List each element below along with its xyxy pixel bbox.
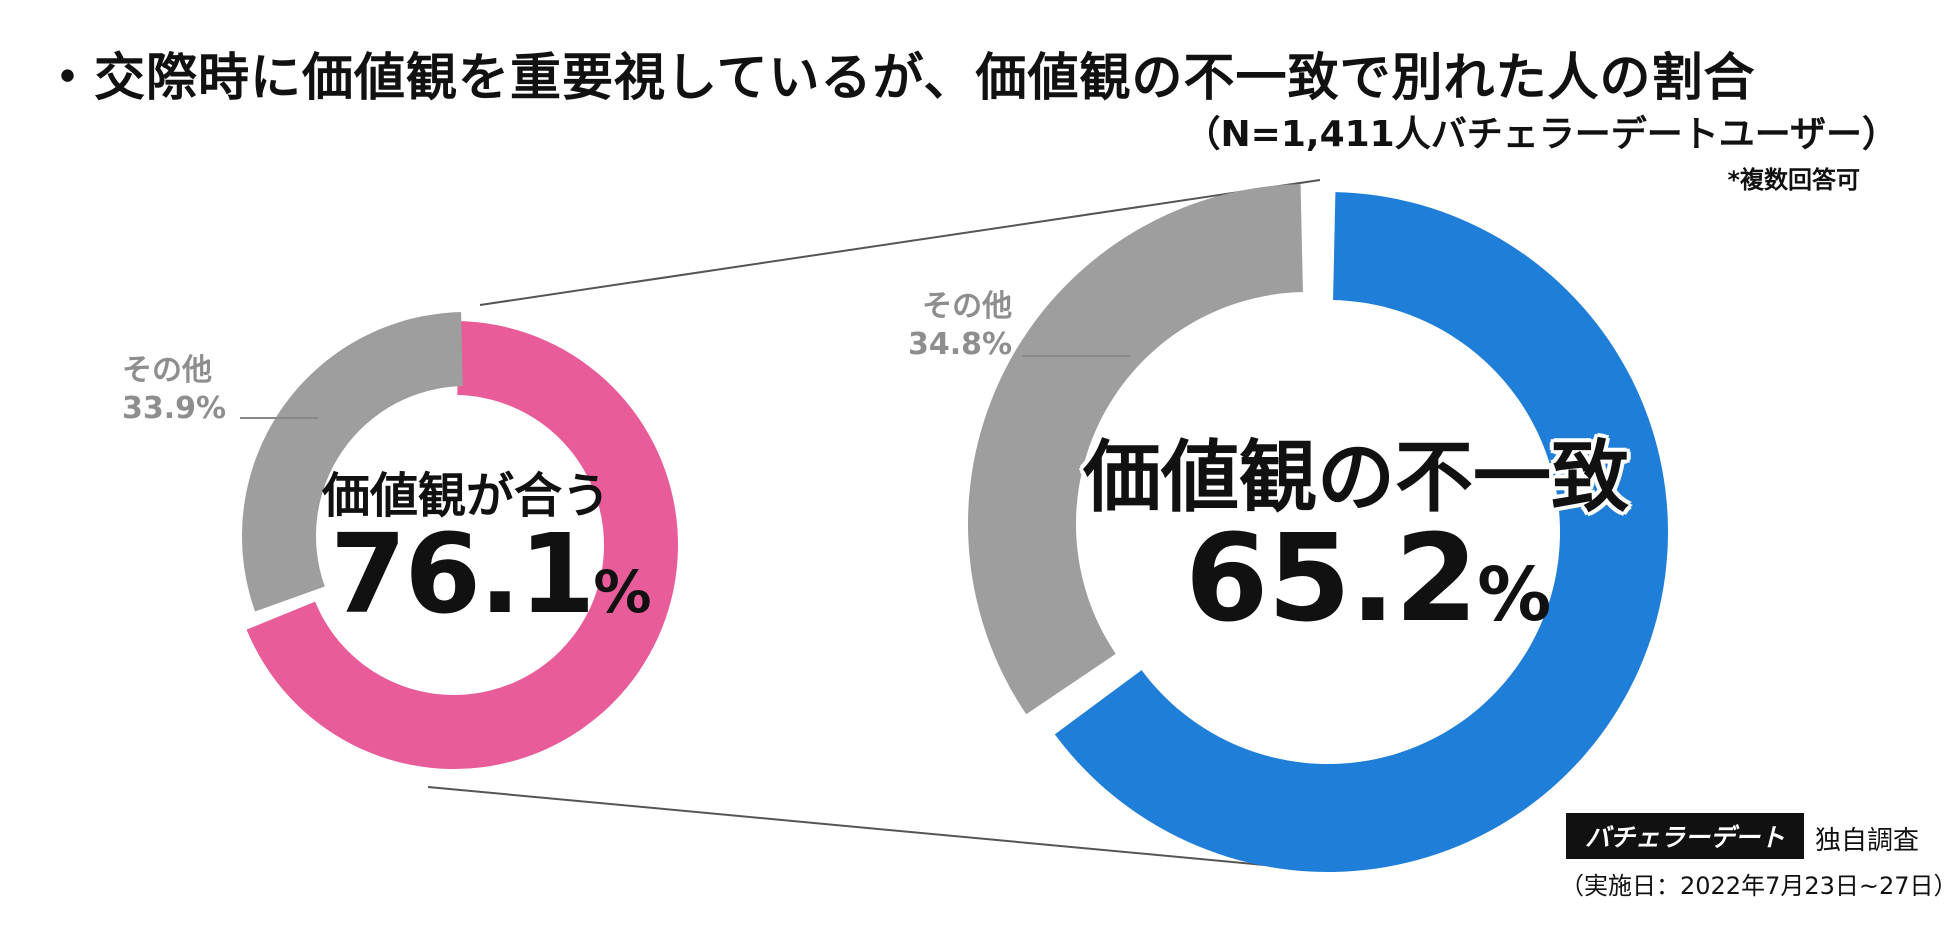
- right-other-value: 34.8%: [908, 326, 1013, 362]
- left-other-name: その他: [122, 353, 212, 388]
- right-center-unit: %: [1477, 552, 1552, 638]
- right-other-label: その他 34.8%: [908, 288, 1012, 363]
- left-center-category: 価値観が合う: [322, 468, 611, 524]
- left-center-number: 76.1: [330, 510, 595, 638]
- connector-line-top: [479, 179, 1321, 306]
- sample-size-note: （N=1,411人バチェラーデートユーザー）: [1184, 114, 1898, 155]
- left-donut-slice-other: [242, 312, 463, 612]
- right-center-value: 65.2%: [1185, 510, 1551, 649]
- right-center-number: 65.2: [1185, 510, 1478, 649]
- left-center-value: 76.1%: [330, 510, 652, 638]
- left-center-unit: %: [593, 558, 652, 626]
- left-other-label: その他 33.9%: [122, 352, 226, 427]
- brand-suffix: 独自調査: [1815, 826, 1920, 856]
- brand-logo: バチェラーデート: [1566, 813, 1804, 859]
- right-center-category: 価値観の不一致: [1083, 433, 1630, 523]
- left-donut-slice-main: [246, 321, 679, 770]
- connector-line-bottom: [427, 786, 1319, 871]
- right-donut-slice-main: [1054, 192, 1668, 873]
- multiple-answer-note: *複数回答可: [1727, 166, 1860, 194]
- survey-date: （実施日：2022年7月23日~27日）: [1560, 872, 1950, 900]
- right-other-name: その他: [922, 289, 1013, 324]
- right-donut-slice-other: [968, 184, 1303, 715]
- chart-title: ・交際時に価値観を重要視しているが、価値観の不一致で別れた人の割合: [42, 49, 1756, 108]
- left-other-value: 33.9%: [122, 390, 227, 426]
